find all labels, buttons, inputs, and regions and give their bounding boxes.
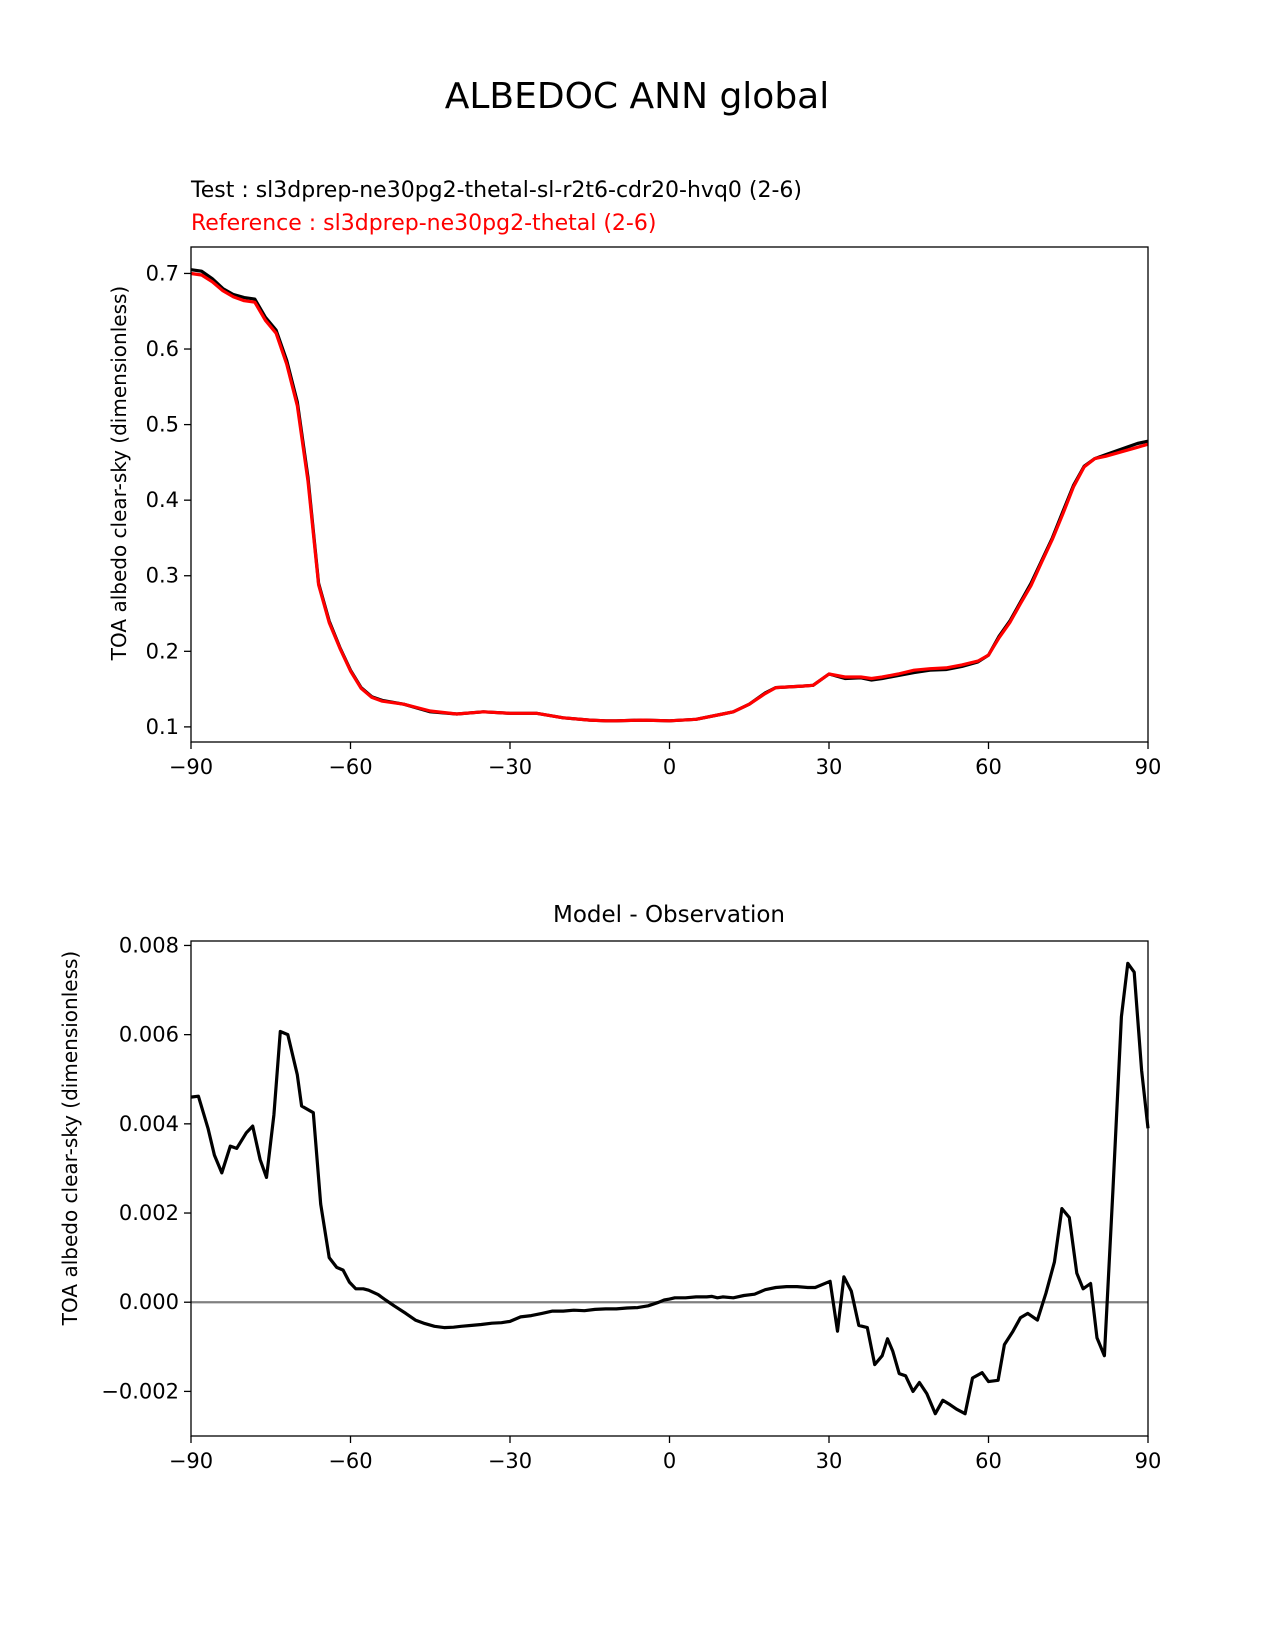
panel-title: Model - Observation	[553, 902, 785, 928]
y-tick-label: 0.008	[119, 933, 179, 957]
y-tick-label: 0.7	[146, 261, 179, 285]
y-tick-label: 0.002	[119, 1201, 179, 1225]
x-tick-label: 90	[1135, 1449, 1162, 1473]
top-panel: Test : sl3dprep-ne30pg2-thetal-sl-r2t6-c…	[107, 178, 1161, 779]
reference-series-line	[190, 271, 1149, 723]
x-tick-label: −90	[169, 1449, 213, 1473]
y-tick-label: 0.2	[146, 639, 179, 663]
reference-label: Reference : sl3dprep-ne30pg2-thetal (2-6…	[191, 211, 656, 236]
x-tick-label: −90	[169, 755, 213, 779]
x-tick-label: −30	[488, 755, 532, 779]
test-series-line	[190, 268, 1149, 723]
plot-frame	[190, 246, 1149, 743]
x-tick-label: 0	[663, 1449, 676, 1473]
x-tick-label: −60	[328, 755, 372, 779]
y-tick-label: 0.3	[146, 564, 179, 588]
y-tick-label: 0.6	[146, 337, 179, 361]
x-tick-label: −30	[488, 1449, 532, 1473]
x-tick-label: 30	[816, 755, 843, 779]
y-tick-label: 0.5	[146, 413, 179, 437]
x-tick-label: 60	[975, 1449, 1002, 1473]
x-tick-label: 0	[663, 755, 676, 779]
y-tick-label: −0.002	[101, 1379, 179, 1403]
difference-series-line	[190, 961, 1150, 1416]
x-tick-label: 60	[975, 755, 1002, 779]
y-tick-label: 0.004	[119, 1112, 179, 1136]
y-tick-label: 0.006	[119, 1023, 179, 1047]
bottom-panel: Model - Observation TOA albedo clear-sky…	[58, 902, 1161, 1473]
y-axis-label: TOA albedo clear-sky (dimensionless)	[107, 286, 131, 661]
y-tick-label: 0.1	[146, 715, 179, 739]
figure-title: ALBEDOC ANN global	[445, 76, 830, 117]
y-tick-label: 0.4	[146, 488, 179, 512]
test-label: Test : sl3dprep-ne30pg2-thetal-sl-r2t6-c…	[190, 178, 802, 203]
x-tick-label: −60	[328, 1449, 372, 1473]
y-tick-label: 0.000	[119, 1290, 179, 1314]
plot-frame	[190, 940, 1149, 1437]
x-tick-label: 90	[1135, 755, 1162, 779]
x-tick-label: 30	[816, 1449, 843, 1473]
y-axis-label: TOA albedo clear-sky (dimensionless)	[58, 951, 82, 1326]
